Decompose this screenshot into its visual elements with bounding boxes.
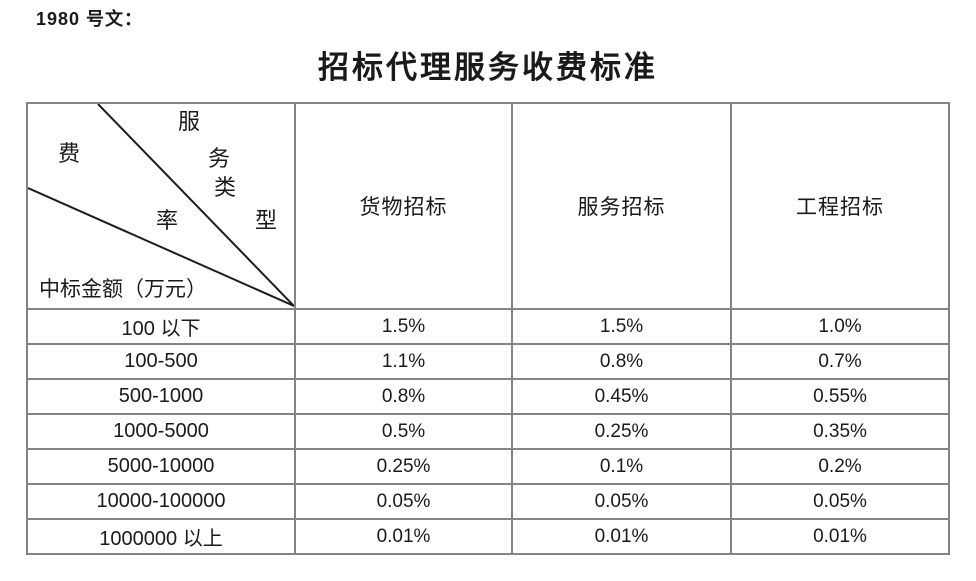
fee-cell: 0.1%	[511, 448, 732, 485]
fee-cell: 0.5%	[294, 413, 513, 450]
row-label: 500-1000	[26, 378, 296, 415]
page-title: 招标代理服务收费标准	[318, 50, 658, 85]
fee-cell: 0.25%	[511, 413, 732, 450]
row-label: 5000-10000	[26, 448, 296, 485]
table-row: 10000-100000 0.05% 0.05% 0.05%	[26, 483, 950, 520]
fee-cell: 0.8%	[294, 378, 513, 415]
fee-standard-table: 费 率 服 务 类 型 中标金额（万元） 货物招标 服务招标 工程招标 100 …	[26, 102, 950, 555]
fee-cell: 0.35%	[730, 413, 950, 450]
table-row: 100 以下 1.5% 1.5% 1.0%	[26, 308, 950, 345]
table-row: 500-1000 0.8% 0.45% 0.55%	[26, 378, 950, 415]
fee-cell: 1.0%	[730, 308, 950, 345]
doc-number-label: 1980 号文：	[36, 9, 144, 29]
fee-cell: 0.01%	[730, 518, 950, 555]
row-axis-label: 中标金额（万元）	[39, 276, 207, 301]
fee-cell: 0.45%	[511, 378, 732, 415]
diagonal-label-char-type4: 型	[255, 208, 278, 233]
fee-cell: 0.01%	[511, 518, 732, 555]
fee-cell: 0.05%	[294, 483, 513, 520]
diagonal-header-cell: 费 率 服 务 类 型 中标金额（万元）	[26, 102, 296, 310]
fee-cell: 0.55%	[730, 378, 950, 415]
table-row: 100-500 1.1% 0.8% 0.7%	[26, 343, 950, 380]
diagonal-lines	[28, 104, 294, 307]
table-row: 1000000 以上 0.01% 0.01% 0.01%	[26, 518, 950, 555]
column-header-service: 服务招标	[511, 102, 732, 310]
table-header-row: 费 率 服 务 类 型 中标金额（万元） 货物招标 服务招标 工程招标	[26, 102, 950, 310]
column-header-goods: 货物招标	[294, 102, 513, 310]
table-row: 1000-5000 0.5% 0.25% 0.35%	[26, 413, 950, 450]
fee-cell: 0.7%	[730, 343, 950, 380]
fee-cell: 0.01%	[294, 518, 513, 555]
fee-cell: 0.05%	[511, 483, 732, 520]
table-row: 5000-10000 0.25% 0.1% 0.2%	[26, 448, 950, 485]
row-label: 100 以下	[26, 308, 296, 345]
fee-cell: 1.5%	[294, 308, 513, 345]
diagonal-label-char-type2: 务	[208, 146, 231, 171]
fee-cell: 0.05%	[730, 483, 950, 520]
diagonal-label-char-type1: 服	[178, 109, 201, 134]
row-label: 100-500	[26, 343, 296, 380]
fee-cell: 0.8%	[511, 343, 732, 380]
diagonal-label-char-fee1: 费	[58, 141, 81, 166]
row-label: 10000-100000	[26, 483, 296, 520]
row-label: 1000-5000	[26, 413, 296, 450]
row-label: 1000000 以上	[26, 518, 296, 555]
fee-cell: 1.1%	[294, 343, 513, 380]
column-header-engineering: 工程招标	[730, 102, 950, 310]
diagonal-label-char-type3: 类	[214, 175, 237, 200]
fee-cell: 0.25%	[294, 448, 513, 485]
fee-cell: 0.2%	[730, 448, 950, 485]
fee-cell: 1.5%	[511, 308, 732, 345]
diagonal-label-char-fee2: 率	[156, 208, 179, 233]
